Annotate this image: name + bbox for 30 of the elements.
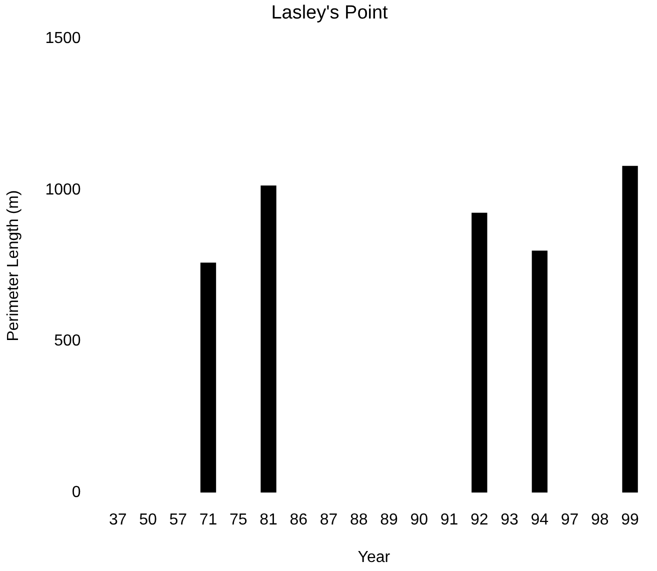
y-tick-label: 0 (72, 484, 81, 502)
x-tick-label: 87 (320, 512, 338, 529)
x-tick-label: 99 (621, 512, 640, 529)
x-tick-label: 94 (530, 512, 549, 529)
y-axis-title: Perimeter Length (m) (5, 190, 22, 342)
x-tick-label: 92 (470, 512, 488, 529)
x-tick-label: 86 (290, 512, 308, 529)
bar (472, 212, 488, 493)
y-tick-label: 1500 (45, 30, 81, 48)
x-tick-label: 97 (560, 512, 579, 529)
x-axis-title: Year (358, 548, 391, 566)
x-tick-label: 91 (440, 512, 458, 529)
x-tick-label: 98 (591, 512, 609, 529)
y-tick-label: 500 (54, 332, 81, 350)
x-tick-label: 75 (229, 512, 248, 529)
x-tick-label: 37 (108, 512, 127, 529)
x-tick-label: 93 (500, 512, 519, 529)
bar (532, 250, 548, 493)
x-tick-label: 50 (139, 512, 157, 529)
bar (200, 262, 216, 493)
chart-title: Lasley's Point (271, 2, 389, 24)
x-tick-label: 81 (260, 512, 278, 529)
x-tick-label: 71 (199, 512, 218, 529)
x-tick-label: 90 (410, 512, 428, 529)
bar (622, 166, 638, 493)
x-tick-label: 57 (169, 512, 188, 529)
x-tick-label: 89 (380, 512, 398, 529)
bar (260, 186, 276, 493)
y-tick-label: 1000 (45, 181, 81, 198)
x-tick-label: 88 (350, 512, 368, 529)
